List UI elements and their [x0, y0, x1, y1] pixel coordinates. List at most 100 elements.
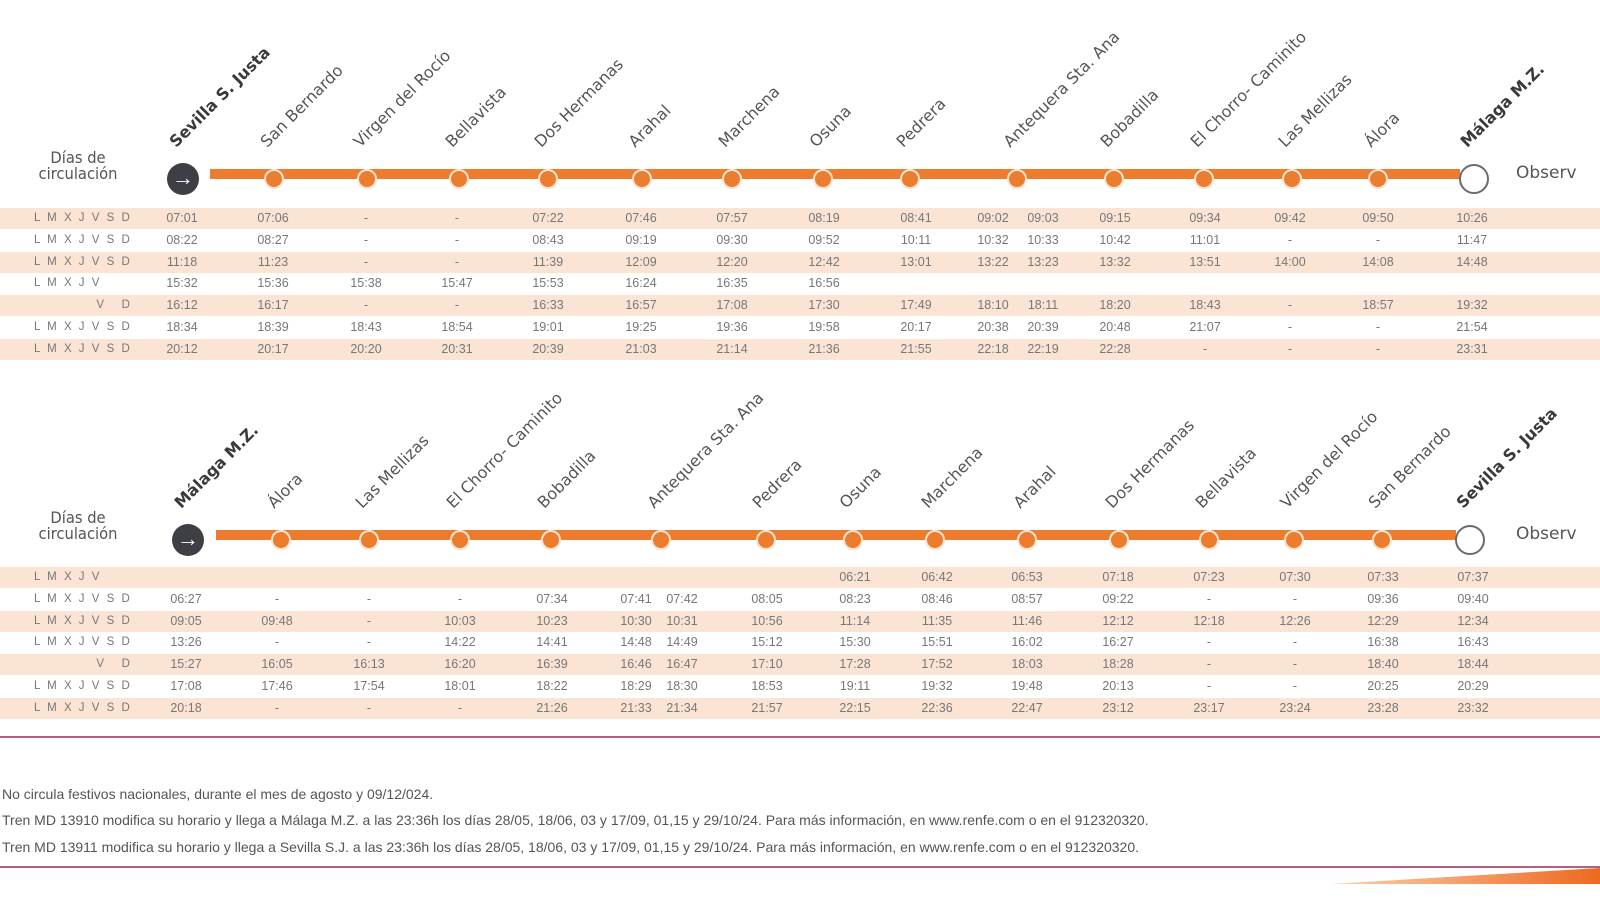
note-tren-13911: Tren MD 13911 modifica su horario y lleg…: [2, 839, 1140, 855]
station-dot-icon: [359, 530, 379, 550]
time-cell: 16:56: [808, 276, 840, 291]
time-cell: 15:30: [839, 635, 871, 650]
station-label: Bellavista: [1191, 443, 1261, 512]
time-cell: 22:18: [977, 341, 1009, 356]
station-label: Osuna: [805, 101, 856, 151]
station-dot-icon: [1368, 169, 1388, 189]
time-cell: 09:22: [1102, 591, 1134, 606]
time-cell: 23:28: [1367, 700, 1399, 715]
days-of-operation: L M X J V S D: [34, 592, 132, 605]
time-cell: 06:21: [839, 570, 871, 584]
table-row: L M X J V S D 07:01 07:06 - - 07:22 07:46 07:57…: [0, 208, 1600, 229]
days-of-operation: L M X J V S D: [34, 255, 132, 268]
time-cell: 16:47: [666, 657, 698, 672]
time-cell: -: [1287, 320, 1293, 334]
dias-label-line1: Días de: [50, 508, 106, 527]
time-cell: 15:53: [532, 276, 564, 291]
time-cell: 17:30: [808, 298, 840, 313]
time-cell: 21:57: [751, 700, 783, 715]
time-cell: 12:12: [1102, 613, 1134, 628]
start-arrow-icon: →: [167, 163, 199, 195]
time-cell: 21:54: [1456, 320, 1488, 334]
time-cell: 07:23: [1193, 570, 1225, 584]
time-cell: 16:05: [261, 657, 293, 672]
time-cell: 09:19: [625, 232, 657, 247]
time-cell: 23:24: [1279, 700, 1311, 715]
time-cell: 16:02: [1011, 635, 1043, 650]
time-cell: 10:26: [1456, 211, 1488, 225]
time-cell: 23:31: [1456, 341, 1488, 356]
station-label: Dos Hermanas: [1101, 415, 1198, 512]
time-cell: 06:53: [1011, 570, 1043, 584]
station-dot-icon: [1282, 169, 1302, 189]
station-dot-icon: [843, 530, 863, 550]
time-cell: 13:23: [1027, 254, 1059, 269]
time-cell: 07:46: [625, 211, 657, 225]
time-cell: 23:17: [1193, 700, 1225, 715]
time-cell: 09:15: [1099, 211, 1131, 225]
time-cell: -: [1206, 635, 1212, 650]
table-row: L M X J V S D 13:26 - - 14:22 14:41 14:48 14:49…: [0, 632, 1600, 653]
time-cell: 07:18: [1102, 570, 1134, 584]
time-cell: 15:51: [921, 635, 953, 650]
station-dot-icon: [1199, 530, 1219, 550]
time-cell: 22:47: [1011, 700, 1043, 715]
dias-label-line2: circulación: [38, 164, 118, 183]
time-cell: 13:26: [170, 635, 202, 650]
time-cell: 17:49: [900, 298, 932, 313]
station-label: Sevilla S. Justa: [1452, 403, 1561, 512]
note-festivos: No circula festivos nacionales, durante …: [2, 786, 434, 802]
time-cell: -: [1206, 591, 1212, 606]
time-cell: 18:20: [1099, 298, 1131, 313]
station-label: Arahal: [624, 100, 675, 151]
time-cell: 09:50: [1362, 211, 1394, 225]
inbound-timetable: Días de circulación Observ → Málaga M.Z. Á…: [0, 360, 1600, 740]
time-cell: 10:42: [1099, 232, 1131, 247]
time-cell: 19:11: [839, 679, 871, 693]
time-cell: 12:29: [1367, 613, 1399, 628]
station-label: Málaga M.Z.: [170, 420, 263, 512]
station-label: Osuna: [835, 462, 886, 512]
time-cell: -: [363, 211, 369, 225]
time-cell: -: [366, 591, 372, 606]
table-row: L M X J V S D 17:08 17:46 17:54 18:01 18:22 18…: [0, 676, 1600, 697]
time-cell: 16:24: [625, 276, 657, 291]
station-dot-icon: [756, 530, 776, 550]
time-cell: 12:09: [625, 254, 657, 269]
time-cell: 21:14: [716, 341, 748, 356]
time-cell: 18:53: [751, 679, 783, 693]
station-dot-icon: [1104, 169, 1124, 189]
start-arrow-icon: →: [172, 524, 204, 556]
time-cell: 15:38: [350, 276, 382, 291]
time-cell: -: [454, 232, 460, 247]
time-cell: 20:17: [257, 341, 289, 356]
station-dot-icon: [1007, 169, 1027, 189]
observaciones-header: Observ: [1516, 524, 1577, 544]
time-cell: 07:30: [1279, 570, 1311, 584]
time-cell: 18:22: [536, 679, 568, 693]
time-cell: 13:01: [900, 254, 932, 269]
time-cell: [1085, 273, 1145, 294]
station-label: Pedrera: [892, 94, 950, 151]
terminal-station-icon: [1455, 525, 1485, 555]
dias-de-circulacion-label: Días de circulación: [32, 510, 124, 542]
time-cell: 07:33: [1367, 570, 1399, 584]
time-cell: -: [1375, 320, 1381, 334]
time-cell: -: [363, 298, 369, 313]
time-cell: -: [363, 254, 369, 269]
time-cell: 15:47: [441, 276, 473, 291]
time-cell: -: [366, 700, 372, 715]
time-cell: [652, 567, 712, 588]
time-cell: [430, 567, 490, 588]
time-cell: -: [454, 211, 460, 225]
time-cell: 10:56: [751, 613, 783, 628]
time-cell: 21:03: [625, 341, 657, 356]
time-cell: -: [274, 635, 280, 650]
time-cell: -: [1375, 341, 1381, 356]
time-cell: 16:57: [625, 298, 657, 313]
time-cell: 14:49: [666, 635, 698, 650]
time-cell: 10:03: [444, 613, 476, 628]
time-cell: 16:13: [353, 657, 385, 672]
time-cell: 09:30: [716, 232, 748, 247]
section-divider: [0, 736, 1600, 738]
